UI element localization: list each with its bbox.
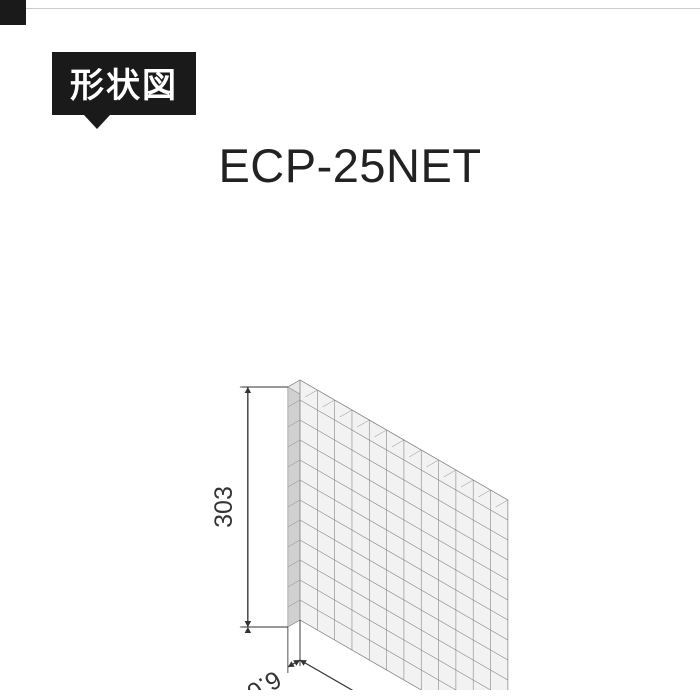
diagram: 3033036.0・8.5	[0, 210, 700, 690]
svg-text:303: 303	[210, 486, 238, 528]
svg-text:6.0・8.5: 6.0・8.5	[190, 665, 286, 690]
shape-tag-pointer-icon	[84, 115, 110, 129]
top-rule	[0, 8, 700, 9]
shape-tag: 形状図	[52, 52, 196, 129]
page-root: 形状図 ECP-25NET 3033036.0・8.5	[0, 0, 700, 700]
panel-svg: 3033036.0・8.5	[0, 210, 700, 690]
corner-block	[0, 0, 26, 25]
shape-tag-label: 形状図	[52, 52, 196, 115]
product-code: ECP-25NET	[0, 138, 700, 193]
